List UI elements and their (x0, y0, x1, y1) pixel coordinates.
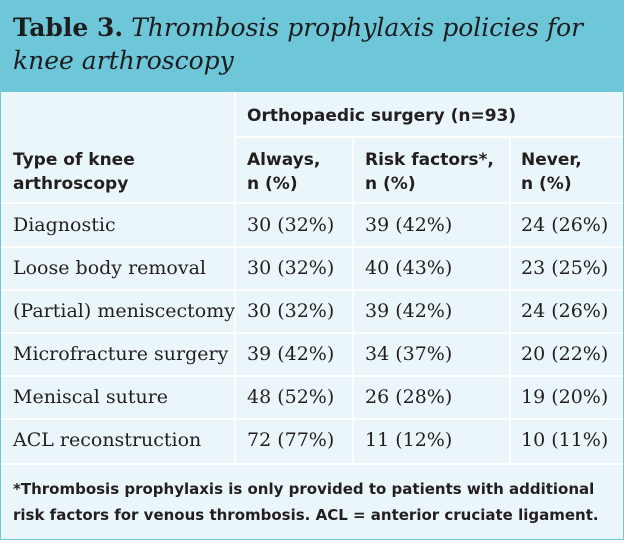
cell-always: 30 (32%) (247, 257, 335, 279)
cell-type: Diagnostic (13, 214, 116, 236)
cell-always: 30 (32%) (247, 300, 335, 322)
cell-risk: 26 (28%) (365, 386, 453, 408)
table-title: Table 3. Thrombosis prophylaxis policies… (13, 11, 613, 77)
cell-never: 20 (22%) (521, 343, 609, 365)
table-caption: Thrombosis prophylaxis policies for knee… (13, 13, 584, 75)
cell-never: 19 (20%) (521, 386, 609, 408)
col-header-risk-line2: n (%) (365, 174, 416, 194)
cell-always: 30 (32%) (247, 214, 335, 236)
row-divider (1, 246, 623, 248)
cell-type: ACL reconstruction (13, 429, 202, 451)
col-header-always-line2: n (%) (247, 174, 298, 194)
col-header-never-line1: Never, (521, 150, 582, 170)
cell-risk: 39 (42%) (365, 214, 453, 236)
cell-type: (Partial) meniscectomy (13, 300, 235, 322)
data-table: Orthopaedic surgery (n=93) Type of knee … (1, 92, 623, 465)
cell-type: Loose body removal (13, 257, 206, 279)
cell-type: Meniscal suture (13, 386, 169, 408)
col-header-risk-line1: Risk factors*, (365, 150, 494, 170)
col-header-type-line1: Type of knee (13, 150, 135, 170)
col-header-risk: Risk factors*, n (%) (365, 148, 494, 196)
col-header-type-line2: arthroscopy (13, 174, 129, 194)
column-divider (352, 136, 354, 465)
cell-never: 24 (26%) (521, 214, 609, 236)
col-header-always-line1: Always, (247, 150, 321, 170)
row-divider (234, 136, 623, 138)
row-divider (1, 289, 623, 291)
col-header-always: Always, n (%) (247, 148, 320, 196)
cell-never: 10 (11%) (521, 429, 609, 451)
cell-always: 48 (52%) (247, 386, 335, 408)
table-footnote: *Thrombosis prophylaxis is only provided… (13, 480, 599, 524)
col-header-type: Type of knee arthroscopy (13, 148, 135, 196)
column-divider (509, 136, 511, 465)
cell-never: 24 (26%) (521, 300, 609, 322)
table-label: Table 3. (13, 13, 124, 42)
title-bar: Table 3. Thrombosis prophylaxis policies… (1, 1, 623, 92)
row-divider (1, 418, 623, 420)
row-divider (1, 375, 623, 377)
cell-never: 23 (25%) (521, 257, 609, 279)
column-divider (234, 92, 236, 465)
cell-always: 72 (77%) (247, 429, 335, 451)
col-header-never-line2: n (%) (521, 174, 572, 194)
group-header: Orthopaedic surgery (n=93) (247, 106, 517, 126)
cell-always: 39 (42%) (247, 343, 335, 365)
table-bottom-rule (1, 463, 623, 465)
cell-risk: 34 (37%) (365, 343, 453, 365)
row-divider (1, 332, 623, 334)
cell-type: Microfracture surgery (13, 343, 229, 365)
col-header-never: Never, n (%) (521, 148, 582, 196)
cell-risk: 40 (43%) (365, 257, 453, 279)
row-divider (1, 202, 623, 204)
cell-risk: 11 (12%) (365, 429, 453, 451)
cell-risk: 39 (42%) (365, 300, 453, 322)
